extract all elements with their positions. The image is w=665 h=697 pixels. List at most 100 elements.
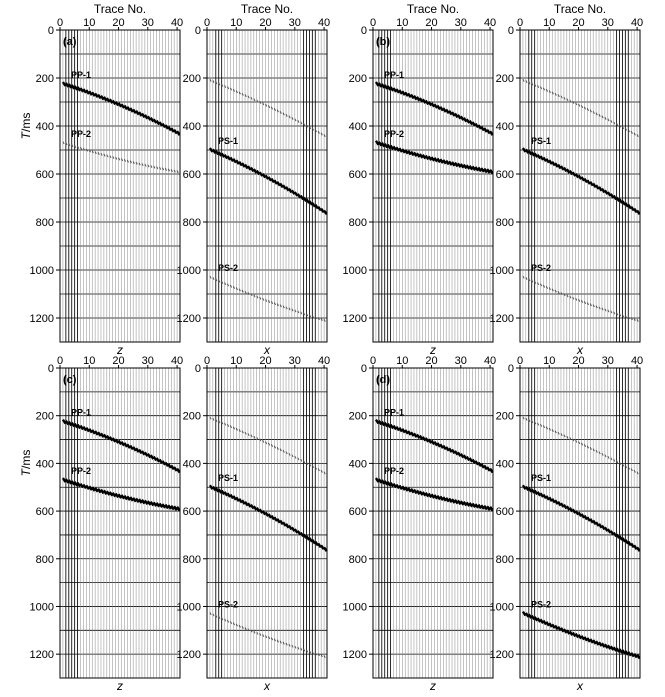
event-mark <box>410 488 415 494</box>
event-mark <box>85 484 90 491</box>
event-mark <box>551 498 556 504</box>
event-mark <box>155 119 161 126</box>
event-mark <box>524 485 530 492</box>
event-mark <box>539 618 545 624</box>
panel-5: 0 200 400 600 800 1000 1200 0 10 20 30 40 z (c) PP-1 PP… <box>19 355 183 693</box>
event-mark <box>436 157 441 164</box>
event-mark <box>100 152 103 156</box>
event-mark <box>483 464 488 471</box>
y-tick-label: 800 <box>36 554 54 566</box>
event-label: PP-2 <box>384 466 404 476</box>
event-mark <box>404 429 409 435</box>
event-mark <box>598 641 603 647</box>
y-tick-label: 800 <box>349 217 367 229</box>
event-mark <box>158 121 164 127</box>
event-mark <box>392 87 398 93</box>
event-mark <box>533 152 539 158</box>
event-mark <box>595 640 600 646</box>
x-tick-label: 0 <box>517 17 523 29</box>
event-mark <box>103 153 106 157</box>
event-mark <box>601 452 604 456</box>
event-mark <box>462 117 468 123</box>
event-mark <box>99 95 105 101</box>
event-mark <box>64 478 70 484</box>
event-mark <box>374 81 380 87</box>
event-mark <box>268 105 271 109</box>
event-mark <box>79 87 85 93</box>
event-mark <box>566 98 569 102</box>
event-mark <box>609 645 615 651</box>
event-mark <box>465 455 471 462</box>
panel-label: (a) <box>63 36 77 48</box>
y-tick-label: 1000 <box>30 601 54 613</box>
event-mark <box>159 166 162 170</box>
event-mark <box>577 174 583 180</box>
event-mark <box>147 164 150 168</box>
event-mark <box>537 85 540 89</box>
event-label: PS-2 <box>531 600 551 610</box>
event-mark <box>603 189 609 195</box>
event-mark <box>155 502 161 508</box>
event-mark <box>392 145 398 152</box>
event-mark <box>305 198 311 204</box>
event-mark <box>262 634 265 638</box>
event-mark <box>317 317 320 321</box>
event-mark <box>253 294 256 298</box>
event-mark <box>612 646 618 652</box>
event-mark <box>439 106 444 112</box>
y-tick-label: 1200 <box>490 649 514 661</box>
event-mark <box>149 454 155 460</box>
event-mark <box>621 200 627 206</box>
x-tick-label: 30 <box>455 355 467 367</box>
event-mark <box>114 100 120 107</box>
event-mark <box>562 503 568 510</box>
event-mark <box>604 308 607 312</box>
event-mark <box>577 511 583 517</box>
x-tick-label: 0 <box>517 355 523 367</box>
event-mark <box>566 294 569 298</box>
event-mark <box>486 505 491 511</box>
event-mark <box>221 617 224 621</box>
event-mark <box>575 439 578 443</box>
event-mark <box>288 307 291 311</box>
event-mark <box>227 86 230 90</box>
y-tick-label: 1200 <box>177 313 201 325</box>
event-mark <box>279 182 284 189</box>
event-mark <box>253 435 256 439</box>
event-mark <box>540 86 543 90</box>
event-mark <box>456 114 462 120</box>
event-mark <box>146 453 152 459</box>
event-mark <box>320 318 323 321</box>
event-mark <box>430 102 436 108</box>
event-mark <box>612 531 618 538</box>
event-mark <box>453 450 459 456</box>
event-mark <box>140 112 146 119</box>
event-mark <box>386 422 392 429</box>
event-mark <box>574 510 580 516</box>
event-mark <box>531 420 534 424</box>
x-tick-label: 40 <box>318 355 330 367</box>
x-tick-label: 20 <box>425 355 437 367</box>
event-mark <box>600 642 606 648</box>
event-mark <box>129 444 134 451</box>
event-mark <box>607 118 610 122</box>
event-mark <box>592 519 597 526</box>
event-mark <box>99 488 105 495</box>
event-mark <box>265 298 268 302</box>
event-mark <box>306 313 309 317</box>
event-label: PS-1 <box>218 136 238 146</box>
panel-7: 0 200 400 600 800 1000 1200 0 10 20 30 40 z (d) PP-1 PP… <box>343 355 497 693</box>
event-mark <box>583 636 588 642</box>
event-mark <box>64 419 70 426</box>
event-mark <box>311 651 315 655</box>
component-label: z <box>116 679 123 693</box>
event-mark <box>583 177 588 184</box>
panel-frame <box>372 367 494 679</box>
y-tick-label: 600 <box>496 506 514 518</box>
event-mark <box>262 439 265 443</box>
event-mark <box>534 280 537 284</box>
event-mark <box>227 423 230 427</box>
event-mark <box>575 102 578 106</box>
event-mark <box>486 466 491 472</box>
event-mark <box>627 651 632 657</box>
